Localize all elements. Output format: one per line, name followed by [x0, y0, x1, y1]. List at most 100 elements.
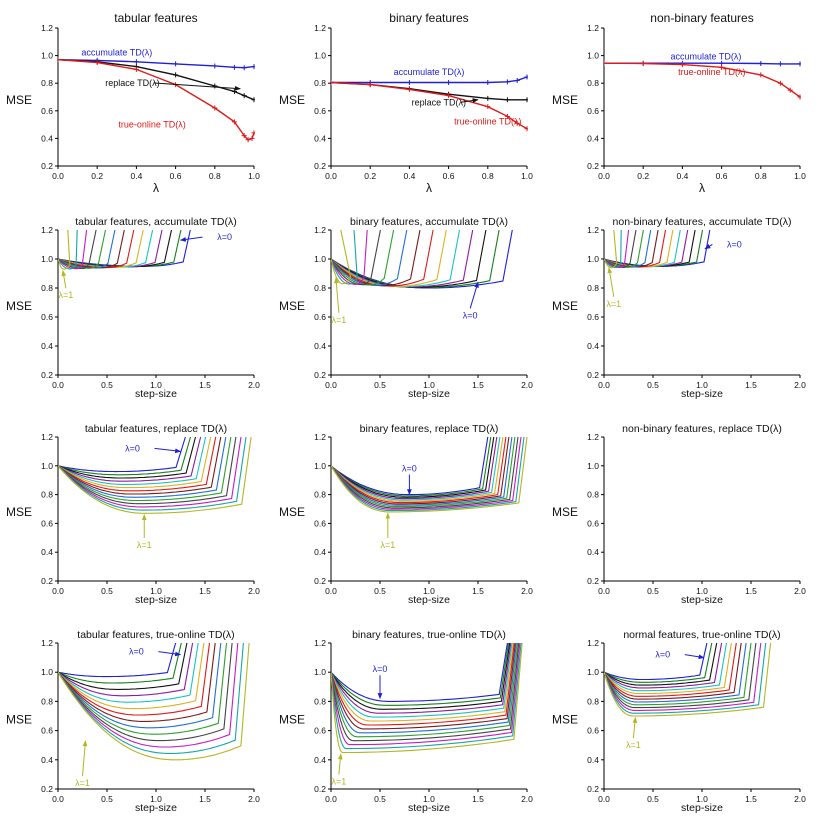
plot-area — [58, 57, 255, 143]
series-marker — [173, 61, 179, 67]
curve-lambda-8 — [58, 436, 222, 495]
subplot-title: binary features, accumulate TD(λ) — [350, 216, 508, 228]
curve-lambda-3 — [331, 436, 495, 498]
x-tick-label: 0.5 — [101, 586, 113, 596]
x-axis-label: step-size — [135, 388, 177, 400]
y-tick-label: 0.2 — [587, 370, 599, 380]
x-tick-label: 2.0 — [521, 380, 533, 390]
annotation-arrow — [607, 267, 615, 297]
annotation-label: true-online TD(λ) — [118, 119, 185, 129]
series-marker — [331, 80, 334, 86]
series-marker — [231, 64, 237, 70]
y-tick-label: 1.2 — [314, 23, 326, 33]
y-tick-label: 1.2 — [314, 638, 326, 648]
curve-lambda-12 — [58, 642, 239, 748]
x-tick-label: 2.0 — [794, 380, 806, 390]
subplot-title: non-binary features, replace TD(λ) — [622, 423, 782, 435]
curve-lambda-6 — [58, 642, 205, 710]
curve-lambda-11 — [331, 436, 519, 509]
series-marker — [787, 87, 793, 93]
x-tick-label: 0.0 — [52, 586, 64, 596]
series-marker — [249, 135, 255, 141]
curve-lambda-7 — [331, 642, 515, 726]
series-marker — [251, 64, 255, 70]
x-tick-label: 1.0 — [248, 171, 260, 181]
curve-lambda-3 — [604, 642, 718, 686]
curve-lambda-7 — [331, 436, 507, 504]
curve-lambda-6 — [604, 642, 732, 695]
y-axis-label: MSE — [279, 505, 305, 519]
annotation-label: accumulate TD(λ) — [394, 67, 465, 77]
subplot-7: tabular features, replace TD(λ) 0.2 0.4 0.6… — [6, 423, 260, 606]
x-tick-label: 0.8 — [755, 171, 767, 181]
y-axis-label: MSE — [552, 299, 578, 313]
series-marker — [406, 86, 412, 92]
y-axis-label: MSE — [552, 505, 578, 519]
y-tick-label: 0.4 — [587, 547, 599, 557]
y-tick-label: 0.4 — [41, 133, 53, 143]
x-axis-label: step-size — [408, 594, 450, 606]
subplot-11: binary features, true-online TD(λ) 0.2 0.4… — [279, 629, 533, 814]
plot-area — [604, 642, 772, 717]
y-tick-label: 1.2 — [314, 225, 326, 235]
x-tick-label: 1.0 — [521, 171, 533, 181]
y-axis-label: MSE — [6, 299, 32, 313]
curve-lambda-8 — [58, 642, 216, 722]
curve-lambda-9 — [604, 642, 747, 703]
y-tick-label: 1.2 — [41, 23, 53, 33]
series-line-1 — [331, 76, 528, 84]
curve-lambda-2 — [58, 642, 182, 684]
y-tick-label: 1.2 — [41, 432, 53, 442]
curve-lambda-2 — [604, 229, 704, 267]
x-tick-label: 0.4 — [676, 171, 688, 181]
y-tick-label: 0.6 — [41, 106, 53, 116]
x-tick-label: 2.0 — [521, 586, 533, 596]
curve-lambda-5 — [58, 642, 199, 703]
series-marker — [241, 93, 247, 99]
y-tick-label: 1.0 — [587, 667, 599, 677]
x-tick-label: 0.8 — [482, 171, 494, 181]
curve-lambda-13 — [58, 436, 247, 511]
x-tick-label: 0.0 — [325, 586, 337, 596]
x-axis-label: step-size — [681, 388, 723, 400]
series-line-2 — [604, 62, 801, 98]
curve-lambda-11 — [58, 642, 233, 742]
y-tick-label: 0.6 — [314, 106, 326, 116]
annotation-arrow — [460, 98, 479, 103]
y-tick-label: 0.4 — [314, 547, 326, 557]
y-tick-label: 0.8 — [314, 696, 326, 706]
y-tick-label: 1.0 — [41, 667, 53, 677]
y-tick-label: 0.6 — [587, 106, 599, 116]
series-marker — [446, 93, 452, 99]
annotation-label: λ=0 — [727, 239, 742, 249]
annotation-label: λ=1 — [75, 778, 90, 788]
curve-lambda-2 — [331, 436, 492, 497]
y-tick-label: 0.6 — [314, 518, 326, 528]
y-tick-label: 0.2 — [587, 576, 599, 586]
x-tick-label: 0.0 — [325, 171, 337, 181]
x-axis-label: step-size — [681, 802, 723, 814]
subplot-title: non-binary features, accumulate TD(λ) — [613, 216, 792, 228]
annotation-arrow — [333, 277, 340, 313]
y-tick-label: 0.6 — [41, 518, 53, 528]
y-tick-label: 0.2 — [314, 784, 326, 794]
x-tick-label: 2.0 — [248, 794, 260, 804]
y-axis-label: MSE — [279, 712, 305, 726]
y-tick-label: 0.4 — [587, 341, 599, 351]
annotation-arrow — [154, 82, 241, 91]
y-tick-label: 0.4 — [587, 133, 599, 143]
curve-lambda-13 — [604, 642, 767, 714]
annotation-label: accumulate TD(λ) — [670, 52, 741, 62]
x-tick-label: 1.0 — [794, 171, 806, 181]
x-tick-label: 0.5 — [374, 380, 386, 390]
series-marker — [679, 62, 685, 68]
x-tick-label: 1.0 — [696, 586, 708, 596]
y-tick-label: 1.2 — [587, 432, 599, 442]
series-marker — [251, 97, 255, 103]
series-marker — [777, 80, 783, 86]
series-marker — [719, 64, 725, 70]
x-tick-label: 0.0 — [52, 171, 64, 181]
x-tick-label: 0.6 — [170, 171, 182, 181]
series-marker — [173, 72, 179, 78]
curve-lambda-9 — [58, 436, 227, 498]
